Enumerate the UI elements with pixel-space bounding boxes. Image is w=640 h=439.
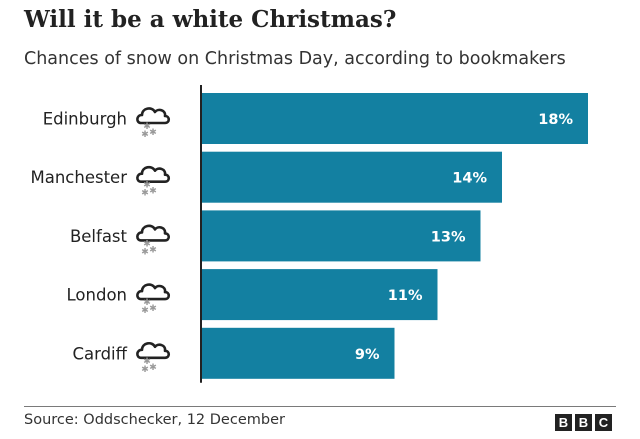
bar-value-label: 11%	[388, 288, 423, 304]
snowflake-icon: ✱	[141, 306, 149, 316]
bar-chart: 18%Edinburgh ✱✱✱14%Manchester ✱✱✱13%Belfas…	[31, 85, 588, 383]
bar-value-label: 9%	[355, 347, 380, 363]
chart-subtitle: Chances of snow on Christmas Day, accord…	[24, 49, 566, 69]
footer-divider	[24, 406, 616, 407]
snowflake-icon: ✱	[143, 357, 151, 367]
cloud-shape	[136, 165, 171, 183]
logo-letter: B	[555, 414, 572, 431]
snowflake-icon: ✱	[149, 187, 157, 197]
category-label: Belfast	[70, 227, 128, 246]
snowflake-icon: ✱	[149, 128, 157, 138]
chart-title: Will it be a white Christmas?	[24, 6, 397, 33]
category-label: Manchester	[31, 168, 128, 187]
category-label: Edinburgh	[43, 110, 127, 129]
cloud-shape	[136, 341, 171, 360]
snowflake-icon: ✱	[143, 181, 151, 191]
bbc-logo: B B C	[555, 414, 612, 431]
snowflake-icon: ✱	[141, 365, 149, 375]
bar-value-label: 13%	[431, 229, 466, 245]
category-label: Cardiff	[72, 344, 127, 363]
bar	[201, 269, 438, 321]
logo-letter: C	[595, 414, 612, 431]
category-label: London	[67, 286, 127, 305]
cloud-shape	[136, 107, 171, 125]
bar	[201, 151, 502, 203]
snow-cloud-icon: ✱✱✱	[136, 165, 171, 199]
snowflake-icon: ✱	[141, 189, 149, 199]
snow-cloud-icon: ✱✱✱	[136, 107, 171, 140]
snowflake-icon: ✱	[143, 298, 151, 308]
source-note: Source: Oddschecker, 12 December	[24, 412, 285, 428]
bar-value-label: 18%	[538, 112, 573, 128]
snowflake-icon: ✱	[149, 363, 157, 373]
snowflake-icon: ✱	[141, 247, 149, 257]
snowflake-icon: ✱	[143, 239, 151, 249]
bar	[201, 210, 481, 262]
logo-letter: B	[575, 414, 592, 431]
snowflake-icon: ✱	[141, 130, 149, 140]
snowflake-icon: ✱	[149, 245, 157, 255]
cloud-shape	[136, 283, 171, 301]
snow-cloud-icon: ✱✱✱	[136, 341, 171, 375]
cloud-shape	[136, 224, 171, 242]
bar	[201, 93, 588, 144]
snow-cloud-icon: ✱✱✱	[136, 283, 171, 316]
snowflake-icon: ✱	[143, 122, 151, 132]
snow-cloud-icon: ✱✱✱	[136, 224, 171, 257]
snowflake-icon: ✱	[149, 304, 157, 314]
bar-value-label: 14%	[452, 171, 487, 187]
bar	[201, 327, 395, 379]
